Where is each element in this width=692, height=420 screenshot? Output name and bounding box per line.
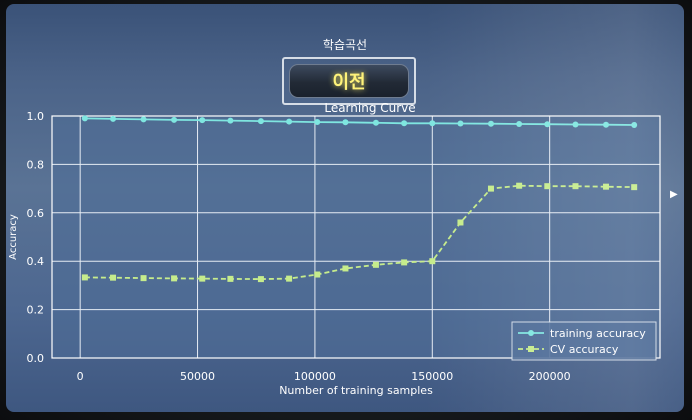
cv-accuracy-point [257, 276, 264, 283]
cv-accuracy-point [342, 265, 349, 272]
cv-accuracy-point [544, 183, 551, 190]
cv-accuracy-point [110, 274, 117, 281]
cv-accuracy-point [572, 183, 579, 190]
training-accuracy-point [631, 121, 638, 128]
back-button-face[interactable]: 이전 [289, 64, 409, 98]
training-accuracy-point [171, 116, 178, 123]
cv-accuracy-point [516, 182, 523, 189]
app-screen: 학습곡선 이전 0.0 0.2 0.4 0.6 0.8 1.0 0 50000 100000 15… [6, 4, 684, 412]
legend-label: training accuracy [550, 327, 646, 340]
cv-accuracy-point [487, 185, 494, 192]
back-button-label: 이전 [332, 72, 366, 93]
cv-accuracy-point [457, 219, 464, 226]
training-accuracy-point [401, 120, 408, 127]
cv-accuracy-point [140, 275, 147, 282]
y-tick-label: 0.2 [27, 304, 45, 317]
app-title: 학습곡선 [322, 38, 368, 52]
legend-label: CV accuracy [550, 343, 619, 356]
training-accuracy-point [429, 120, 436, 127]
x-tick-label: 0 [77, 370, 84, 383]
x-tick-label: 100000 [294, 370, 336, 383]
y-tick-label: 0.6 [27, 207, 45, 220]
cv-accuracy-point [286, 275, 293, 282]
training-accuracy-point [372, 119, 379, 126]
y-tick-label: 1.0 [27, 110, 45, 123]
cv-accuracy-point [631, 184, 638, 191]
training-accuracy-point [516, 120, 523, 127]
plot-area [52, 116, 660, 358]
plot-frame [51, 115, 661, 359]
training-accuracy-point [544, 121, 551, 128]
training-accuracy-point [140, 116, 147, 123]
y-axis-label: Accuracy [8, 214, 19, 260]
learning-curve-chart: 0.0 0.2 0.4 0.6 0.8 1.0 0 50000 100000 150000 2000… [8, 101, 661, 397]
cv-accuracy-point [227, 275, 234, 282]
training-accuracy-point [572, 121, 579, 128]
training-accuracy-point [110, 115, 117, 122]
legend-square-marker [528, 346, 534, 352]
training-accuracy-point [257, 118, 264, 125]
training-accuracy-point [81, 115, 88, 122]
back-button[interactable]: 이전 [282, 57, 416, 105]
training-accuracy-point [314, 119, 321, 126]
legend-box [511, 321, 657, 361]
chart-legend: training accuracy CV accuracy [511, 321, 657, 361]
chart-title: Learning Curve [324, 101, 415, 115]
x-tick-label: 200000 [529, 370, 571, 383]
cv-accuracy-point [603, 183, 610, 190]
x-axis-label: Number of training samples [279, 384, 433, 397]
training-accuracy-point [457, 120, 464, 127]
training-accuracy-point [227, 117, 234, 124]
cv-accuracy-point [81, 274, 88, 281]
legend-circle-marker [528, 330, 534, 336]
training-accuracy-point [487, 120, 494, 127]
y-tick-label: 0.0 [27, 352, 45, 365]
cv-accuracy-point [429, 258, 436, 265]
training-accuracy-point [342, 119, 349, 126]
training-accuracy-point [603, 121, 610, 128]
training-accuracy-point [199, 117, 206, 124]
cv-accuracy-point [171, 275, 178, 282]
x-tick-label: 50000 [180, 370, 215, 383]
cv-accuracy-point [199, 275, 206, 282]
cv-accuracy-point [401, 259, 408, 266]
training-accuracy-point [286, 118, 293, 125]
right-arrow-icon: ▶ [670, 189, 678, 200]
cv-accuracy-line [84, 184, 635, 281]
training-accuracy-line [84, 117, 635, 126]
cv-accuracy-point [314, 271, 321, 278]
y-tick-label: 0.4 [27, 255, 45, 268]
cv-accuracy-point [372, 261, 379, 268]
y-tick-label: 0.8 [27, 158, 45, 171]
x-tick-label: 150000 [411, 370, 453, 383]
